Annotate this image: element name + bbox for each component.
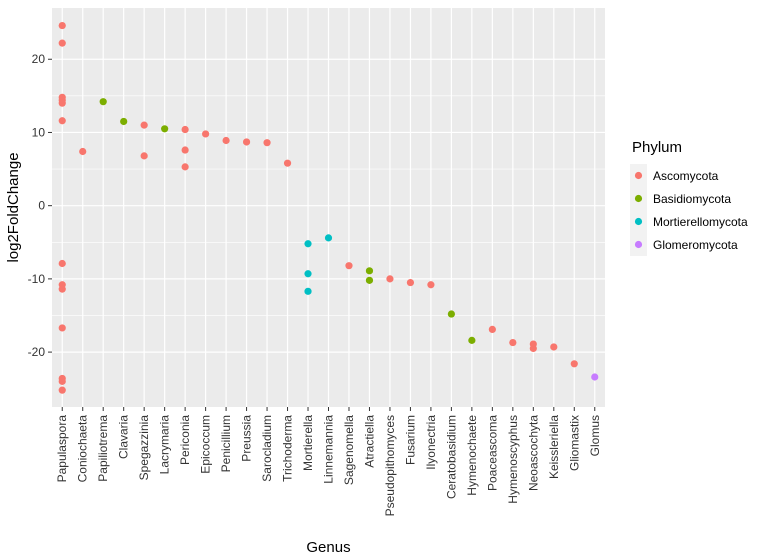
data-point — [58, 21, 66, 30]
data-points — [58, 21, 599, 394]
data-point — [365, 276, 374, 284]
legend-label: Glomeromycota — [653, 238, 738, 252]
x-tick-label: Lacrymaria — [158, 415, 172, 475]
x-tick-label: Linnemannia — [322, 415, 336, 484]
data-point — [509, 338, 517, 347]
y-tick-label: -10 — [28, 272, 46, 286]
x-tick-label: Keissleriella — [547, 415, 561, 479]
data-point — [58, 386, 66, 394]
x-tick-label: Poaceascoma — [485, 415, 499, 491]
y-axis-title: log2FoldChange — [5, 152, 22, 262]
x-tick-label: Sarocladium — [260, 415, 274, 482]
data-point — [58, 117, 66, 125]
data-point — [181, 163, 189, 171]
x-tick-label: Gliomastix — [567, 415, 581, 471]
data-point — [222, 136, 230, 145]
x-tick-label: Hymenoscyphus — [506, 415, 520, 504]
data-point — [488, 325, 496, 333]
data-point — [283, 159, 292, 167]
data-point — [58, 259, 66, 268]
x-tick-label: Periconia — [178, 415, 192, 465]
data-point — [58, 285, 66, 293]
x-tick-label: Ilyonectria — [424, 415, 438, 470]
data-point — [550, 343, 558, 351]
data-point — [58, 324, 66, 332]
legend-label: Mortierellomycota — [653, 215, 748, 229]
data-point — [79, 147, 87, 156]
data-point — [140, 152, 148, 160]
data-point — [181, 125, 189, 134]
legend-key-dot — [634, 217, 643, 226]
data-point — [591, 373, 599, 381]
x-tick-label: Neoascochyta — [526, 415, 540, 491]
legend-title: Phylum — [632, 139, 682, 156]
x-tick-label: Papiliotrema — [96, 415, 110, 482]
data-point — [58, 377, 66, 385]
data-point — [304, 270, 312, 278]
data-point — [570, 360, 578, 368]
data-point — [529, 344, 537, 353]
x-tick-label: Clavaria — [117, 415, 131, 459]
legend-key-dot — [634, 171, 643, 180]
data-point — [427, 281, 435, 289]
y-tick-label: -20 — [28, 345, 46, 359]
y-axis: -20 -10 0 10 20 — [28, 52, 52, 359]
y-tick-label: 0 — [38, 199, 45, 213]
x-tick-label: Fusarium — [403, 415, 417, 465]
data-point — [242, 138, 251, 146]
data-point — [202, 130, 210, 138]
x-tick-label: Preussia — [240, 415, 254, 462]
data-point — [161, 125, 169, 133]
data-point — [365, 267, 374, 275]
x-tick-label: Epicoccum — [199, 415, 213, 474]
x-tick-label: Pseudopithomyces — [383, 415, 397, 516]
data-point — [99, 98, 107, 106]
legend-label: Ascomycota — [653, 169, 719, 183]
data-point — [304, 287, 312, 295]
data-point — [324, 234, 333, 242]
data-point — [263, 139, 271, 147]
major-gridlines — [52, 8, 605, 407]
data-point — [58, 39, 66, 47]
data-point — [304, 240, 312, 248]
x-axis-title: Genus — [306, 539, 350, 556]
legend-label: Basidiomycota — [653, 192, 731, 206]
data-point — [468, 336, 476, 344]
legend-key-dot — [634, 194, 643, 203]
x-axis: Papulaspora Coniochaeta Papiliotrema Clavar… — [55, 407, 602, 516]
data-point — [406, 278, 415, 287]
x-tick-label: Ceratobasidium — [444, 415, 458, 499]
data-point — [447, 310, 455, 318]
x-tick-label: Hymenochaete — [465, 415, 479, 496]
x-tick-label: Glomus — [588, 415, 602, 456]
x-tick-label: Atractiella — [362, 415, 376, 468]
x-tick-label: Sagenomella — [342, 415, 356, 485]
legend: Phylum Ascomycota Basidiomycota Mortierell… — [630, 139, 748, 256]
y-tick-label: 20 — [32, 52, 46, 66]
data-point — [386, 275, 394, 283]
data-point — [345, 262, 353, 270]
data-point — [181, 146, 189, 154]
x-tick-label: Spegazzinia — [137, 415, 151, 481]
data-point — [140, 121, 148, 129]
x-tick-label: Trichoderma — [281, 415, 295, 482]
x-tick-label: Mortierella — [301, 415, 315, 471]
y-tick-label: 10 — [32, 125, 46, 139]
x-tick-label: Coniochaeta — [76, 415, 90, 483]
x-tick-label: Papulaspora — [55, 415, 69, 483]
legend-key-dot — [634, 240, 643, 249]
x-tick-label: Penicillium — [219, 415, 233, 472]
data-point — [58, 99, 66, 107]
data-point — [120, 117, 128, 126]
